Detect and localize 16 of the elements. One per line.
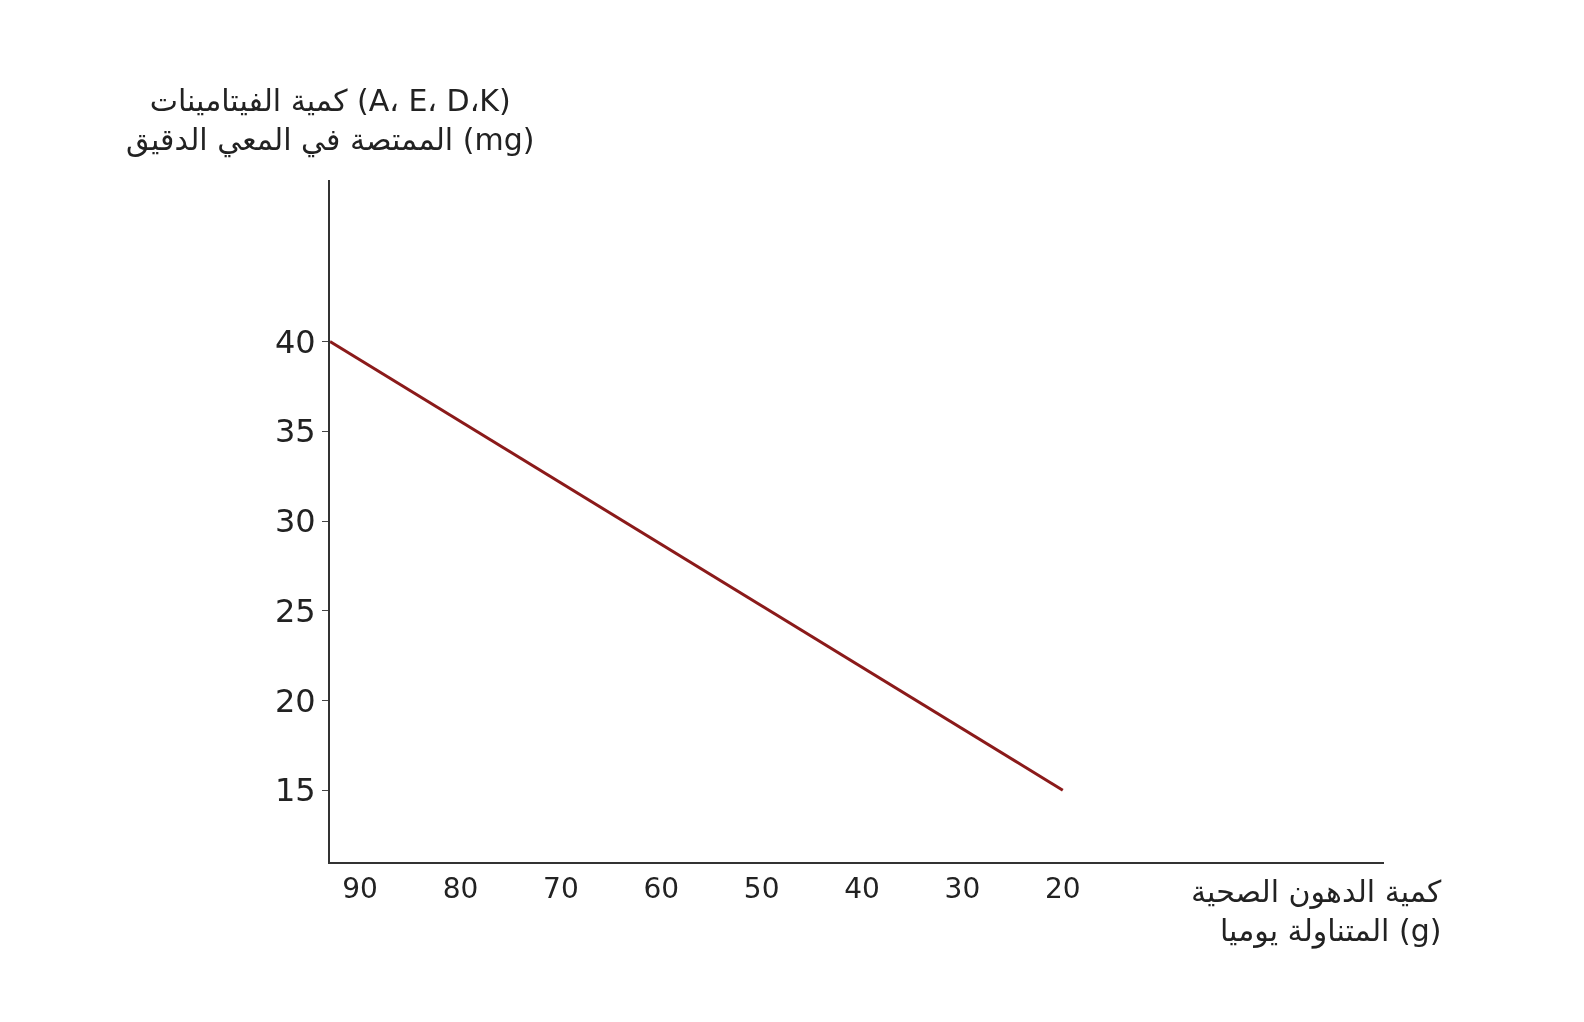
x-tick-label: 90 bbox=[342, 871, 378, 905]
x-tick-label: 30 bbox=[944, 871, 981, 905]
x-tick-label: 20 bbox=[1044, 871, 1081, 905]
y-tick-label: 20 bbox=[274, 681, 316, 720]
x-tick-label: 50 bbox=[743, 871, 780, 905]
y-tick-label: 15 bbox=[274, 771, 316, 810]
y-tick-label: 25 bbox=[274, 591, 316, 630]
y-tick-label: 35 bbox=[274, 412, 316, 451]
x-tick-label: 60 bbox=[643, 871, 680, 905]
y-tick-label: 40 bbox=[274, 322, 316, 361]
x-tick-label: 70 bbox=[543, 871, 579, 905]
x-tick-label: 80 bbox=[442, 871, 479, 905]
y-axis-title: كمية الفيتامينات (A، E، D،K) الممتصة في المعي الدقيق (mg) bbox=[126, 83, 535, 158]
y-tick-label: 30 bbox=[274, 502, 316, 541]
x-tick-label: 40 bbox=[844, 871, 880, 905]
x-axis-title: كمية الدهون الصحية المتناولة يوميا (g) bbox=[1191, 874, 1443, 949]
